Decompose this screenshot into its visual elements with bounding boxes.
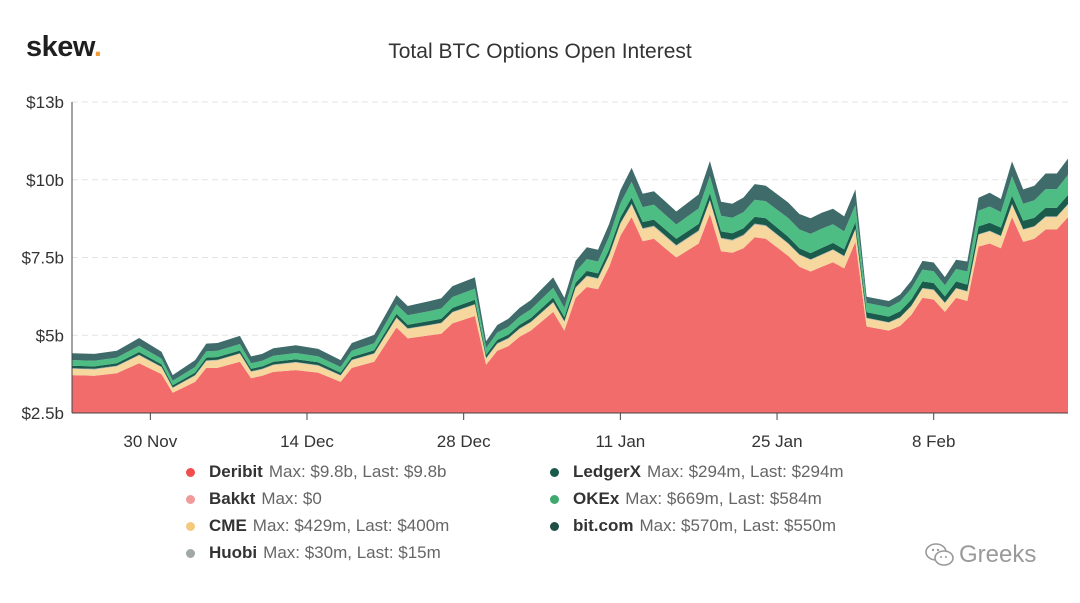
x-tick-label: 30 Nov [123, 432, 177, 451]
legend-dot-huobi [186, 548, 195, 558]
legend-dot-cme [186, 521, 195, 531]
legend-item-ledgerx[interactable]: LedgerX Max: $294m, Last: $294m [550, 462, 844, 482]
legend-stats: Max: $669m, Last: $584m [625, 489, 822, 508]
legend-stats: Max: $0 [261, 489, 322, 508]
watermark: Greeks [925, 541, 1036, 569]
legend-dot-okex [550, 494, 559, 504]
chart-legend: Deribit Max: $9.8b, Last: $9.8b Bakkt Ma… [0, 462, 1080, 572]
x-tick-label: 11 Jan [595, 432, 645, 451]
wechat-icon [925, 543, 954, 566]
legend-stats: Max: $30m, Last: $15m [263, 543, 441, 562]
legend-name: CME [209, 516, 247, 535]
x-tick-label: 25 Jan [752, 432, 803, 451]
legend-name: bit.com [573, 516, 634, 535]
legend-item-deribit[interactable]: Deribit Max: $9.8b, Last: $9.8b [186, 462, 447, 482]
y-tick-label: $2.5b [21, 404, 64, 423]
legend-stats: Max: $570m, Last: $550m [639, 516, 836, 535]
y-tick-label: $7.5b [21, 249, 64, 268]
legend-item-bakkt[interactable]: Bakkt Max: $0 [186, 489, 322, 509]
legend-stats: Max: $429m, Last: $400m [252, 516, 450, 535]
x-tick-label: 28 Dec [437, 432, 491, 451]
legend-item-bitcom[interactable]: bit.com Max: $570m, Last: $550m [550, 516, 836, 536]
y-tick-label: $5b [36, 326, 64, 345]
legend-dot-bakkt [186, 494, 195, 504]
legend-name: OKEx [573, 489, 620, 508]
y-tick-label: $13b [26, 93, 64, 112]
legend-stats: Max: $294m, Last: $294m [647, 462, 844, 481]
y-tick-label: $10b [26, 171, 64, 190]
area-series-deribit [72, 214, 1068, 413]
legend-name: LedgerX [573, 462, 642, 481]
watermark-text: Greeks [959, 541, 1037, 568]
brand-name: skew [26, 31, 94, 63]
legend-name: Bakkt [209, 489, 256, 508]
brand-logo: skew. [26, 31, 102, 64]
legend-stats: Max: $9.8b, Last: $9.8b [268, 462, 447, 481]
legend-dot-ledgerx [550, 467, 559, 477]
legend-dot-bitcom [550, 521, 559, 531]
area-series-bitcom [72, 158, 1068, 381]
legend-item-huobi[interactable]: Huobi Max: $30m, Last: $15m [186, 543, 441, 563]
x-tick-label: 14 Dec [280, 432, 334, 451]
legend-name: Deribit [209, 462, 263, 481]
chart-title: Total BTC Options Open Interest [388, 40, 692, 63]
legend-item-okex[interactable]: OKEx Max: $669m, Last: $584m [550, 489, 822, 509]
brand-dot: . [93, 31, 102, 63]
legend-dot-deribit [186, 467, 195, 477]
legend-item-cme[interactable]: CME Max: $429m, Last: $400m [186, 516, 449, 536]
legend-name: Huobi [209, 543, 258, 562]
x-tick-label: 8 Feb [912, 432, 955, 451]
